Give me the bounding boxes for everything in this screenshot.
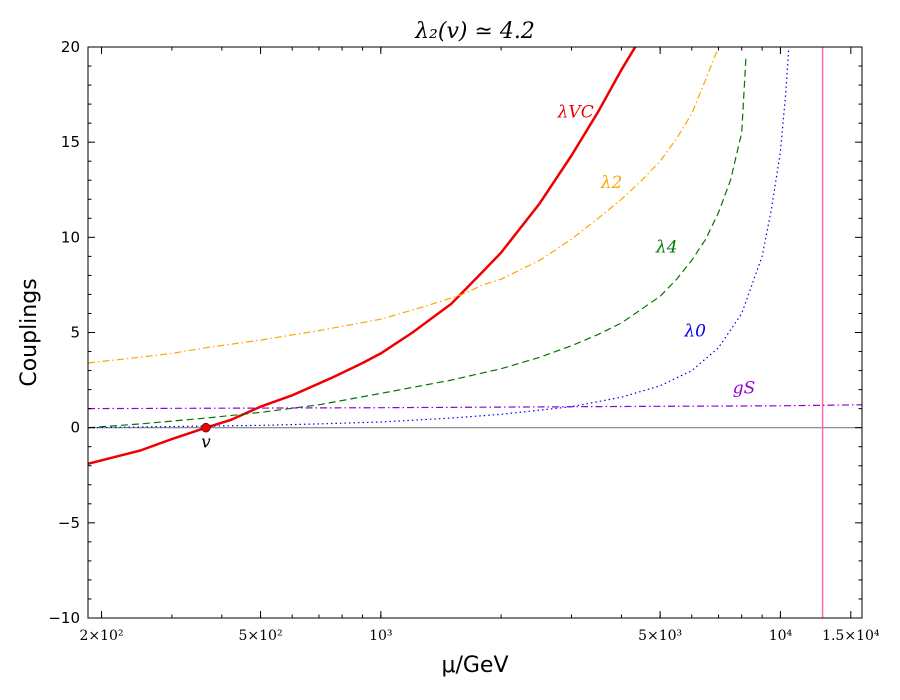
- x-tick-label: 2×10²: [79, 628, 123, 644]
- series-label-3: λ0: [683, 321, 706, 341]
- axes: 20 15 10 5 0 −5 −102×10² 5×10² 10³ 5×10³ 10⁴ 1.5×10…: [48, 38, 880, 644]
- series-line-4: [88, 404, 862, 410]
- y-tick-label: −5: [58, 514, 80, 532]
- series-line-1: [88, 47, 720, 364]
- x-tick-label: 5×10³: [638, 628, 682, 644]
- y-tick-label: 20: [61, 38, 80, 56]
- x-tick-label: 1.5×10⁴: [822, 628, 880, 644]
- y-tick-label: 15: [61, 133, 80, 151]
- plot-frame: [87, 46, 863, 619]
- series-label-1: λ2: [600, 173, 623, 193]
- x-tick-label: 10³: [369, 628, 392, 644]
- y-tick-label: 10: [61, 228, 80, 246]
- chart-title: λ₂(v) ≃ 4.2: [414, 19, 535, 44]
- x-tick-label: 10⁴: [769, 628, 793, 644]
- series-label-0: λVC: [557, 102, 594, 122]
- y-axis-title: Couplings: [17, 278, 42, 386]
- series-line-3: [88, 47, 790, 429]
- y-tick-label: 0: [70, 419, 80, 437]
- series-label-2: λ4: [655, 238, 678, 258]
- series-label-4: gS: [733, 378, 756, 398]
- series-line-2: [88, 56, 747, 429]
- series-line-0: [88, 47, 637, 466]
- x-axis-title: μ/GeV: [441, 653, 508, 678]
- y-tick-label: 5: [70, 324, 80, 342]
- vev-point-label: v: [201, 433, 211, 453]
- x-tick-label: 5×10²: [239, 628, 283, 644]
- labels: v λVC λ2 λ4 λ0 gS λ₂(v) ≃ 4.2 μ/GeV Couplings: [17, 19, 755, 678]
- vev-point: [201, 422, 211, 433]
- y-tick-label: −10: [48, 609, 80, 627]
- plot-lines: [88, 47, 862, 618]
